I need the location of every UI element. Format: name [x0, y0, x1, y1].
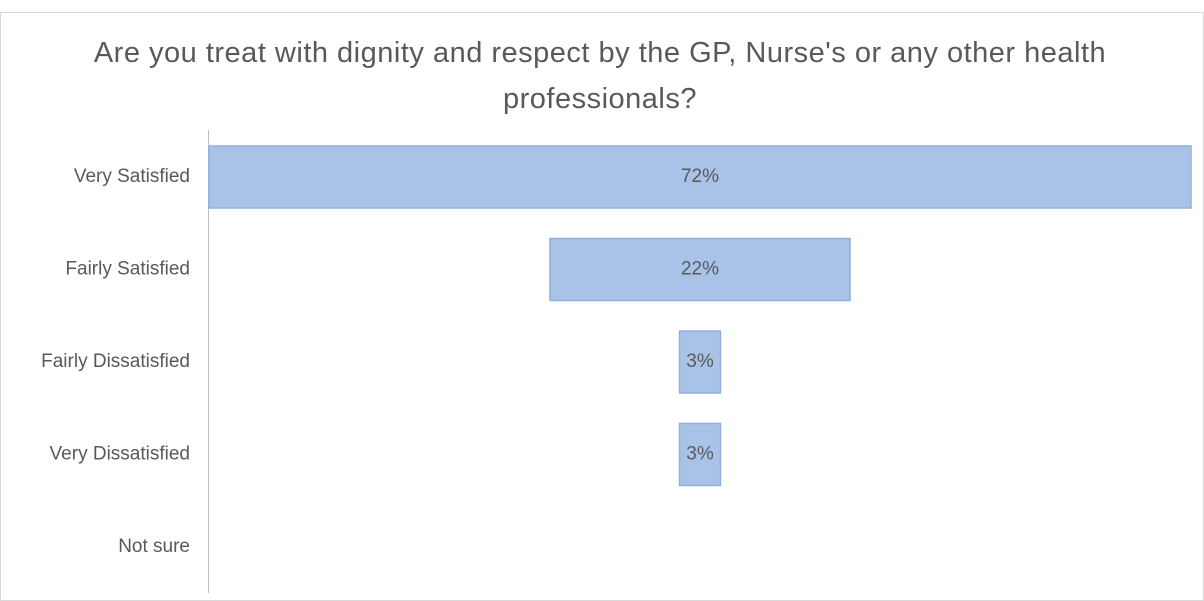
category-label: Very Satisfied: [74, 166, 190, 187]
funnel-bar: [549, 237, 851, 302]
data-label: 3%: [686, 351, 714, 372]
category-label: Fairly Satisfied: [65, 259, 190, 280]
data-label: 22%: [681, 259, 719, 280]
funnel-bar: [678, 330, 722, 394]
data-label: 72%: [681, 166, 719, 187]
funnel-bar: [208, 145, 1192, 209]
category-label: Very Dissatisfied: [50, 444, 190, 465]
chart-title: Are you treat with dignity and respect b…: [93, 37, 1107, 115]
funnel-bar: [678, 422, 722, 487]
category-label: Not sure: [118, 536, 190, 557]
category-label: Fairly Dissatisfied: [41, 351, 190, 372]
data-label: 3%: [686, 444, 714, 465]
